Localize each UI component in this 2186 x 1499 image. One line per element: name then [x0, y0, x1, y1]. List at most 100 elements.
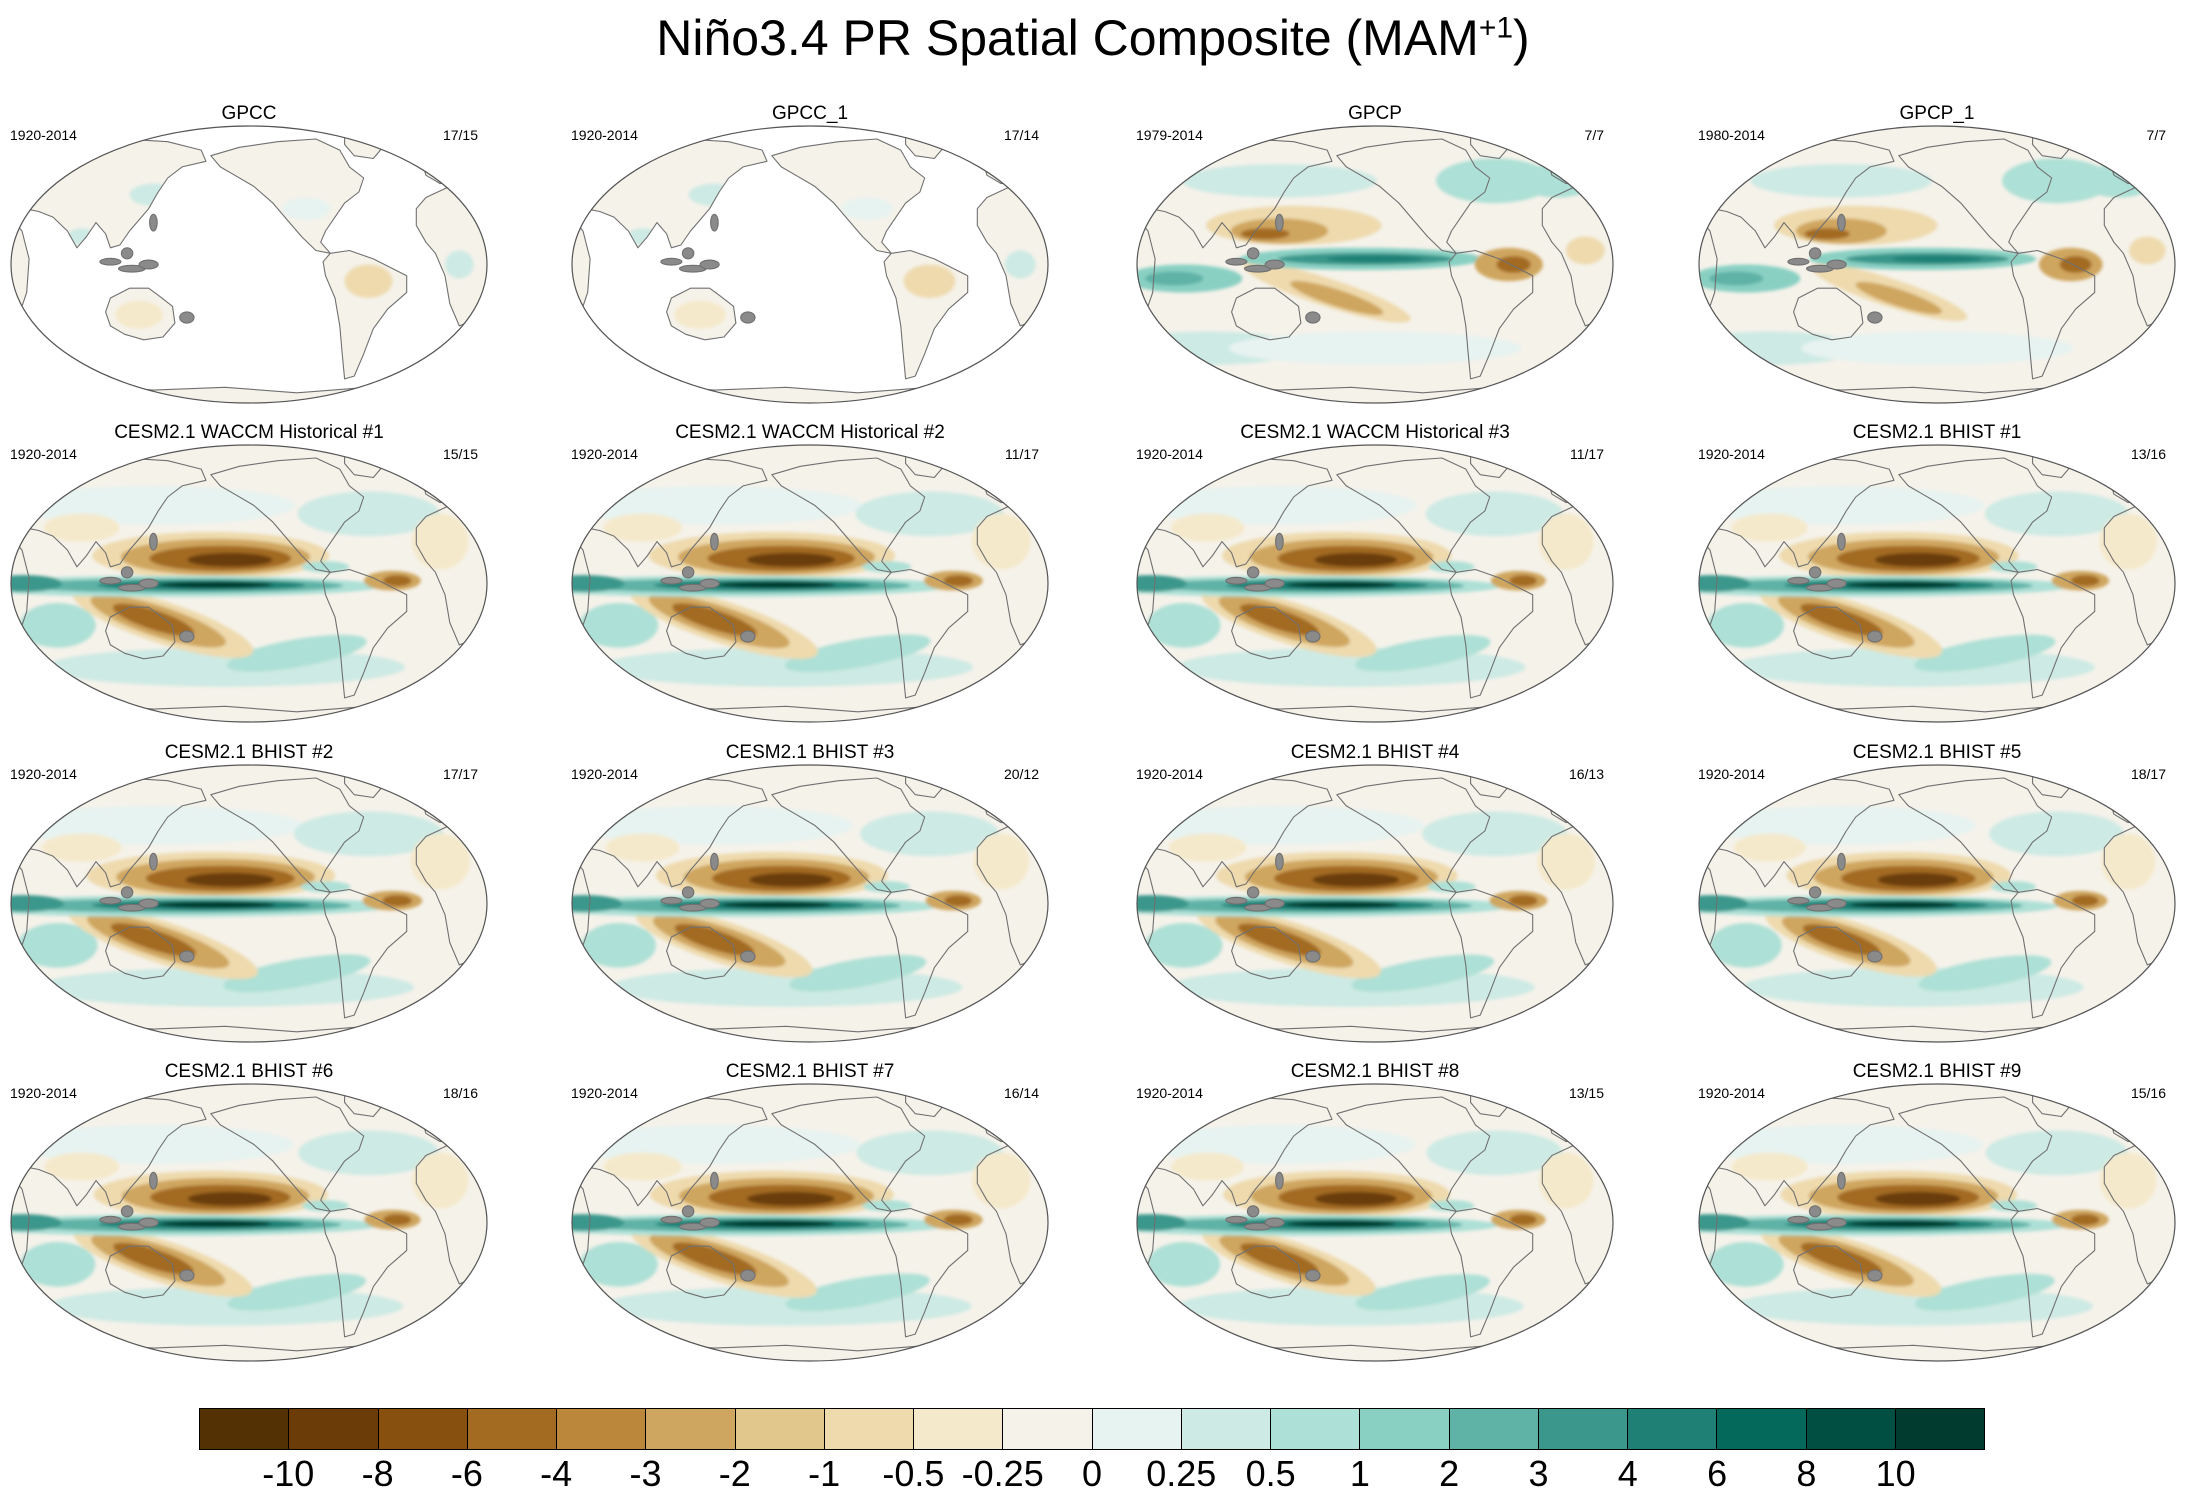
- anomaly-contour: [1877, 872, 1959, 887]
- anomaly-contour: [718, 1220, 835, 1227]
- map-globe: [571, 125, 1049, 404]
- anomaly-contour: [226, 634, 367, 672]
- map-outline: [571, 125, 1049, 404]
- map-panel: GPCP_1 1980-2014 7/7: [1698, 103, 2176, 404]
- panel-title: CESM2.1 BHIST #3: [725, 742, 895, 763]
- anomaly-contour: [44, 1152, 120, 1181]
- panel-period: 1920-2014: [10, 446, 77, 462]
- anomaly-contour: [971, 1152, 1031, 1209]
- map-outline: [1698, 764, 2176, 1043]
- anomaly-contour: [943, 575, 973, 587]
- island: [1787, 896, 1810, 905]
- anomaly-contour: [1707, 1242, 1784, 1287]
- map-globe: [1698, 444, 2176, 723]
- anomaly-contour: [944, 895, 973, 907]
- colorbar-tick-label: 0.25: [1146, 1453, 1217, 1494]
- island: [1787, 257, 1810, 266]
- coastline: [666, 926, 737, 980]
- colorbar-swatch: [1003, 1409, 1093, 1449]
- anomaly-contour: [1537, 833, 1596, 890]
- island: [99, 576, 122, 585]
- anomaly-contour: [43, 513, 120, 542]
- anomaly-contour: [1326, 255, 1424, 263]
- anomaly-contour: [1891, 255, 1983, 263]
- precip-anomaly-field: [1699, 765, 2175, 1042]
- coastline: [771, 457, 926, 573]
- anomaly-contour: [1351, 954, 1495, 992]
- panel-title: GPCC: [221, 103, 277, 124]
- anomaly-contour: [187, 552, 273, 567]
- coastline: [1231, 926, 1302, 980]
- anomaly-contour: [298, 1130, 439, 1176]
- anomaly-contour: [297, 491, 440, 537]
- anomaly-contour: [282, 197, 331, 220]
- coastline: [666, 606, 737, 660]
- precip-anomaly-field: [572, 1084, 1048, 1361]
- anomaly-contour: [2099, 513, 2157, 570]
- precip-anomaly-field: [572, 445, 1048, 722]
- coastline: [572, 777, 768, 888]
- colorbar: [199, 1408, 1985, 1450]
- coastline: [2010, 568, 2096, 699]
- island: [99, 257, 122, 266]
- anomaly-contour: [2082, 164, 2155, 198]
- colorbar-swatch: [1449, 1409, 1539, 1449]
- anomaly-contour: [112, 603, 195, 636]
- island: [179, 1269, 195, 1282]
- island: [1275, 852, 1284, 871]
- anomaly-contour: [860, 811, 999, 857]
- anomaly-contour: [572, 895, 623, 912]
- colorbar-swatch: [1271, 1409, 1361, 1449]
- coastline: [210, 1096, 365, 1212]
- coastline: [2010, 249, 2096, 380]
- panel-event-counts: 18/16: [442, 1085, 478, 1101]
- map-outline: [1136, 444, 1614, 723]
- island: [1305, 311, 1321, 324]
- coastline: [2010, 1207, 2096, 1338]
- precip-anomaly-field: [11, 765, 487, 1042]
- island: [740, 1269, 756, 1282]
- panel-event-counts: 15/15: [442, 446, 478, 462]
- map-globe: [10, 1083, 488, 1362]
- anomaly-contour: [383, 575, 412, 587]
- island: [1826, 898, 1847, 909]
- island: [1808, 247, 1822, 260]
- coastline: [105, 1245, 176, 1299]
- coastline: [1336, 777, 1491, 893]
- colorbar-tick-label: -4: [540, 1453, 573, 1494]
- island: [1837, 852, 1846, 871]
- anomaly-contour: [2059, 256, 2092, 273]
- coastline: [322, 1207, 408, 1338]
- island: [660, 257, 683, 266]
- island: [681, 566, 695, 579]
- anomaly-contour: [1425, 491, 1564, 537]
- island: [1826, 259, 1847, 270]
- anomaly-contour: [227, 1273, 367, 1311]
- panel-period: 1920-2014: [10, 127, 77, 143]
- coastline: [322, 249, 408, 380]
- coastline: [1448, 568, 1534, 699]
- colorbar-swatch: [1895, 1409, 1984, 1449]
- coastline: [572, 216, 591, 327]
- coastline: [771, 777, 926, 893]
- anomaly-contour: [1731, 1152, 1808, 1181]
- precip-anomaly-field: [1137, 126, 1613, 403]
- anomaly-contour: [41, 833, 122, 862]
- anomaly-contour: [18, 923, 98, 968]
- colorbar-swatch: [467, 1409, 557, 1449]
- coastline: [981, 465, 1048, 504]
- anomaly-contour: [1731, 513, 1808, 542]
- coastline: [11, 138, 207, 249]
- island: [699, 898, 720, 909]
- coastline: [883, 888, 969, 1019]
- colorbar-swatch: [646, 1409, 736, 1449]
- coastline: [1793, 606, 1864, 660]
- island: [681, 247, 695, 260]
- colorbar-swatch: [557, 1409, 647, 1449]
- map-globe: [571, 1083, 1049, 1362]
- anomaly-contour: [1508, 895, 1538, 907]
- colorbar-swatch: [1806, 1409, 1896, 1449]
- map-globe: [1136, 125, 1614, 404]
- coastline: [11, 1174, 30, 1285]
- panel-title: CESM2.1 WACCM Historical #3: [1240, 422, 1510, 443]
